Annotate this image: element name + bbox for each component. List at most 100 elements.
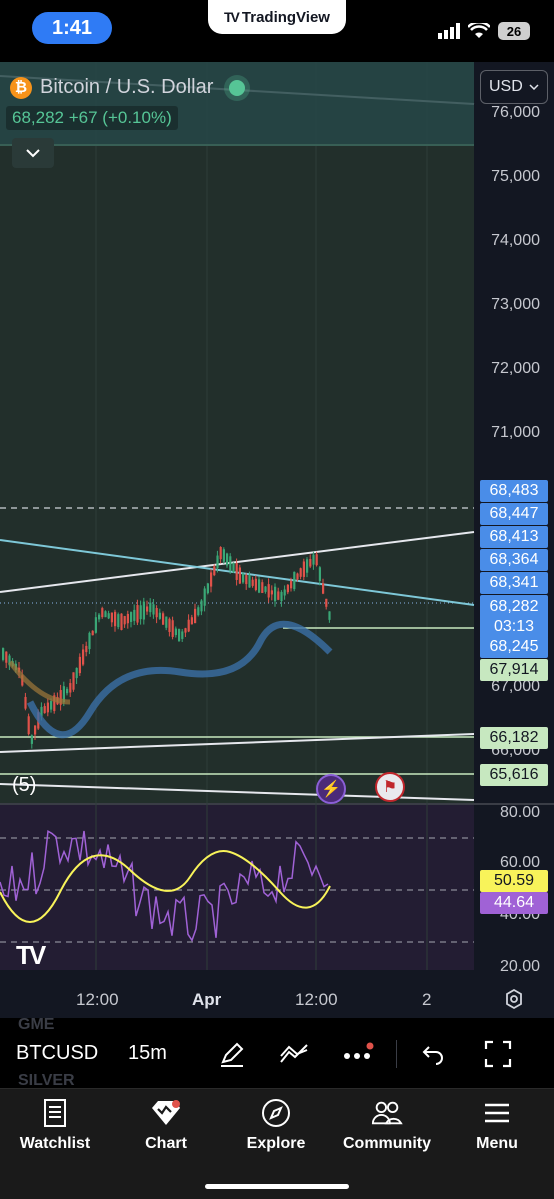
candle-body — [210, 572, 213, 587]
candle-body — [293, 571, 296, 590]
us-flag-event-icon[interactable]: ⚑ — [375, 772, 405, 802]
bitcoin-icon: ₿ — [10, 76, 32, 99]
price-level-badge: 68,245 — [480, 636, 548, 658]
ghost-symbol: SILVER — [18, 1072, 75, 1089]
candle-body — [171, 620, 174, 637]
candle-body — [261, 582, 264, 594]
candle-body — [312, 554, 315, 565]
price-axis-label: 75,000 — [491, 168, 540, 185]
app-banner[interactable]: TV TradingView — [208, 0, 346, 34]
price-level-badge: 68,447 — [480, 503, 548, 525]
candle-body — [149, 602, 152, 613]
price-axis-label: 74,000 — [491, 232, 540, 249]
candle-body — [88, 632, 91, 650]
candle-body — [200, 600, 203, 612]
candle-body — [197, 607, 200, 616]
candle-body — [104, 611, 107, 618]
candle-body — [309, 559, 312, 567]
candle-body — [75, 667, 78, 679]
candle-body — [277, 591, 280, 600]
rsi-ma-line — [0, 850, 331, 923]
tab-label: Chart — [145, 1135, 187, 1152]
wifi-icon — [468, 23, 490, 38]
candle-body — [245, 575, 248, 585]
rsi-axis-label: 80.00 — [499, 804, 540, 821]
rsi-ma-badge: 50.59 — [480, 870, 548, 892]
candle-body — [325, 598, 328, 607]
candle-body — [251, 579, 254, 586]
tab-explore[interactable]: Explore — [226, 1097, 326, 1153]
symbol-search-button[interactable]: BTCUSD — [16, 1042, 99, 1064]
candle-body — [85, 645, 88, 653]
candle-body — [133, 609, 136, 621]
indicators-icon — [280, 1044, 308, 1063]
price-axis-label: 71,000 — [491, 424, 540, 441]
status-icons: 26 — [438, 22, 530, 40]
candle-body — [130, 612, 133, 622]
more-options-button[interactable] — [342, 1038, 374, 1070]
candle-body — [139, 605, 142, 620]
candle-body — [162, 613, 165, 625]
drawing-tools-button[interactable] — [216, 1038, 248, 1070]
symbol-title-row[interactable]: ₿ Bitcoin / U.S. Dollar — [10, 76, 246, 99]
currency-select[interactable]: USD — [480, 70, 548, 104]
candle-body — [302, 561, 305, 577]
tab-menu[interactable]: Menu — [447, 1097, 547, 1153]
time-axis-label: 2 — [422, 990, 432, 1009]
symbol-header-panel — [0, 62, 474, 146]
settings-icon[interactable] — [503, 988, 525, 1010]
chart-toolbar: GME SILVER BTCUSD 15m — [0, 1016, 554, 1089]
price-axis-label: 72,000 — [491, 360, 540, 377]
candle-body — [290, 580, 293, 589]
chart-area[interactable]: ₿ Bitcoin / U.S. Dollar 68,282 +67 (+0.1… — [0, 62, 554, 1018]
candle-body — [2, 648, 5, 660]
lightning-event-icon[interactable]: ⚡ — [316, 774, 346, 804]
chevron-down-icon — [529, 84, 539, 90]
tab-community[interactable]: Community — [337, 1097, 437, 1153]
last-price-change: 68,282 +67 (+0.10%) — [6, 106, 178, 130]
candle-body — [216, 555, 219, 569]
indicators-button[interactable] — [278, 1038, 310, 1070]
bottom-tab-bar: Watchlist Chart Explore Community Menu — [0, 1088, 554, 1199]
candle-body — [184, 628, 187, 633]
price-axis-label: 76,000 — [491, 104, 540, 121]
tab-label: Community — [343, 1135, 431, 1152]
candle-body — [78, 656, 81, 674]
candle-body — [248, 574, 251, 588]
tab-label: Menu — [476, 1135, 518, 1152]
candle-body — [190, 617, 193, 625]
fullscreen-icon — [484, 1040, 512, 1068]
candle-body — [194, 608, 197, 624]
candle-body — [181, 631, 184, 639]
collapse-legend-button[interactable] — [12, 138, 54, 168]
candle-body — [219, 547, 222, 560]
compass-icon — [260, 1097, 292, 1129]
chart-icon — [150, 1097, 182, 1129]
price-level-badge: 67,914 — [480, 659, 548, 681]
rsi-axis-label: 20.00 — [499, 958, 540, 975]
candle-body — [27, 716, 30, 735]
tab-chart[interactable]: Chart — [116, 1097, 216, 1153]
candle-body — [165, 616, 168, 628]
bar-countdown: 03:13 — [493, 618, 535, 635]
price-axis-label: 73,000 — [491, 296, 540, 313]
candle-body — [264, 586, 267, 592]
time-scale-bg — [0, 970, 474, 1018]
price-level-badge: 66,182 — [480, 727, 548, 749]
candle-body — [203, 588, 206, 606]
tradingview-watermark-icon: TV — [16, 940, 46, 970]
candle-body — [222, 549, 225, 562]
pane-count-label[interactable]: (5) — [12, 774, 37, 796]
undo-button[interactable] — [417, 1038, 449, 1070]
tab-watchlist[interactable]: Watchlist — [5, 1097, 105, 1153]
candle-body — [40, 706, 43, 717]
candle-body — [62, 686, 65, 703]
candle-body — [270, 590, 273, 595]
fullscreen-button[interactable] — [482, 1038, 514, 1070]
candle-body — [69, 683, 72, 693]
interval-button[interactable]: 15m — [128, 1042, 167, 1064]
price-chart-canvas[interactable] — [0, 62, 554, 1018]
candle-body — [117, 614, 120, 628]
price-level-badge: 68,364 — [480, 549, 548, 571]
app-banner-title: TradingView — [241, 8, 330, 26]
